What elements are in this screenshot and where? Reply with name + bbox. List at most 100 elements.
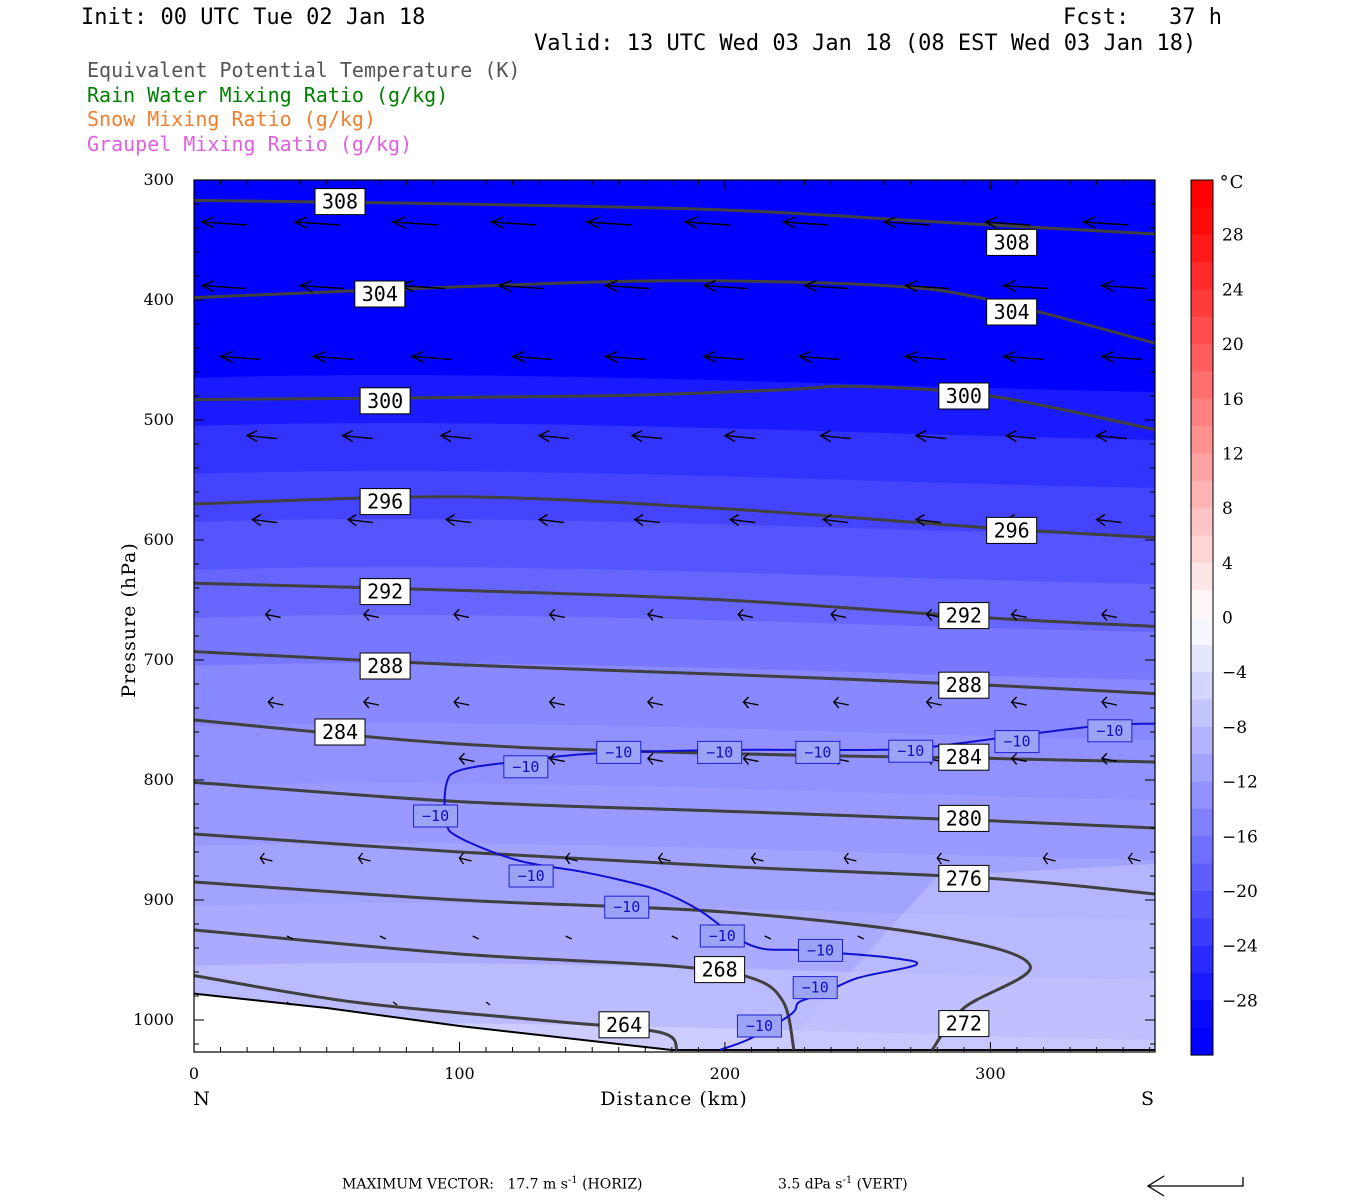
- temperature-label: −10: [802, 979, 829, 997]
- legend-graupel: Graupel Mixing Ratio (g/kg): [87, 132, 413, 156]
- theta-e-contour-268: [194, 928, 796, 1051]
- wind-vector-head: [882, 216, 897, 229]
- temperature-band: [194, 183, 1155, 393]
- theta-e-label: 280: [946, 806, 982, 830]
- wind-vector-head: [742, 696, 750, 709]
- footer-horiz-value: 17.7 m s: [507, 1176, 568, 1193]
- x-right-end-label: S: [1141, 1088, 1155, 1110]
- wind-vector-shaft: [783, 221, 829, 226]
- wind-vector-head: [1100, 608, 1108, 621]
- wind-vector-shaft: [459, 757, 475, 763]
- wind-vector-shaft: [268, 701, 284, 706]
- wind-vector: [819, 429, 851, 443]
- wind-vector-head: [630, 429, 643, 443]
- theta-e-label: 284: [946, 745, 982, 769]
- wind-vector: [251, 513, 278, 527]
- colorbar-swatch: [1191, 972, 1213, 1001]
- temperature-label-box: [699, 924, 745, 948]
- wind-vector-shaft: [1003, 284, 1048, 290]
- wind-vector: [802, 279, 849, 293]
- wind-vector-shaft: [1043, 857, 1056, 862]
- wind-vector-shaft: [724, 434, 756, 440]
- legend-rain-water: Rain Water Mixing Ratio (g/kg): [87, 83, 449, 107]
- temperature-label-box: [792, 976, 838, 1000]
- colorbar-swatch: [1191, 918, 1213, 947]
- wind-vector-shaft: [1096, 518, 1122, 524]
- wind-vector-head: [1095, 513, 1106, 527]
- wind-vector-head: [264, 608, 272, 621]
- wind-vector-shaft: [830, 613, 847, 619]
- wind-vector: [737, 608, 754, 621]
- wind-vector-head: [1100, 350, 1115, 364]
- wind-vector-head: [458, 852, 465, 865]
- wind-vector-shaft: [491, 221, 537, 226]
- colorbar-tick-label: −20: [1222, 882, 1258, 902]
- colorbar-swatch: [1191, 426, 1213, 455]
- wind-vector: [603, 350, 646, 364]
- wind-vector-shaft: [857, 935, 864, 940]
- wind-vector-head: [683, 216, 698, 229]
- wind-vector-shaft: [512, 355, 553, 361]
- wind-vector-head: [914, 513, 925, 527]
- wind-vector: [764, 935, 772, 940]
- wind-vector-head: [362, 608, 370, 621]
- wind-vector-head: [357, 852, 364, 865]
- wind-vector-head: [603, 279, 618, 293]
- theta-e-label: 304: [362, 282, 398, 306]
- wind-vector-shaft: [539, 434, 570, 440]
- theta-e-label-box: [359, 578, 411, 606]
- wind-vector: [647, 752, 664, 765]
- wind-vector: [218, 350, 261, 364]
- wind-vector-shaft: [201, 221, 248, 226]
- colorbar-tick-label: 8: [1222, 499, 1233, 519]
- wind-vector-head: [914, 429, 927, 443]
- wind-vector-head: [830, 608, 837, 621]
- theta-e-label-box: [598, 1011, 650, 1039]
- colorbar-swatch: [1191, 508, 1213, 537]
- theta-e-label-box: [938, 864, 990, 892]
- wind-vector-shaft: [265, 613, 281, 619]
- colorbar-tick-label: 24: [1222, 280, 1244, 300]
- wind-vector-shaft: [1096, 434, 1127, 440]
- wind-vector-shaft: [703, 355, 744, 361]
- theta-e-label: 276: [946, 866, 982, 890]
- wind-vector-shaft: [916, 434, 947, 440]
- colorbar-swatch: [1191, 453, 1213, 482]
- wind-vector-head: [267, 696, 274, 709]
- wind-vector: [293, 216, 340, 229]
- wind-vector: [603, 279, 650, 293]
- wind-vector: [630, 429, 663, 443]
- wind-vector-head: [311, 350, 326, 364]
- footer-vert-value: 3.5 dPa s: [778, 1176, 843, 1193]
- wind-vector-shaft: [220, 355, 261, 361]
- wind-vector: [286, 935, 294, 940]
- theta-e-label-box: [938, 1010, 990, 1038]
- wind-vector-shaft: [1011, 701, 1027, 706]
- temperature-label: −10: [1096, 722, 1123, 740]
- wind-vector-head: [444, 513, 455, 527]
- wind-vector-head: [548, 608, 556, 621]
- colorbar-tick-label: 0: [1222, 609, 1233, 629]
- wind-vector: [362, 608, 380, 621]
- surface-line: [194, 992, 1155, 1051]
- footer-label: MAXIMUM VECTOR:: [342, 1176, 494, 1193]
- wind-vector: [298, 279, 345, 293]
- wind-vector-head: [1095, 429, 1107, 443]
- wind-vector: [633, 513, 660, 527]
- y-tick-label: 900: [143, 890, 174, 909]
- wind-vector-head: [1100, 279, 1115, 293]
- wind-vector-shaft: [743, 701, 759, 706]
- wind-vector-shaft: [549, 701, 565, 706]
- colorbar-tick-label: 28: [1222, 226, 1244, 246]
- wind-vector-shaft: [1101, 701, 1118, 706]
- theta-e-label: 268: [702, 958, 738, 982]
- wind-vector: [392, 1001, 398, 1006]
- temperature-label: −10: [422, 807, 449, 825]
- wind-vector: [259, 852, 273, 865]
- wind-vector: [914, 513, 942, 527]
- wind-vector-shaft: [985, 221, 1031, 226]
- wind-vector-shaft: [1011, 757, 1027, 763]
- theta-e-label: 284: [322, 720, 358, 744]
- temperature-label: −10: [518, 867, 545, 885]
- wind-vector: [914, 429, 947, 443]
